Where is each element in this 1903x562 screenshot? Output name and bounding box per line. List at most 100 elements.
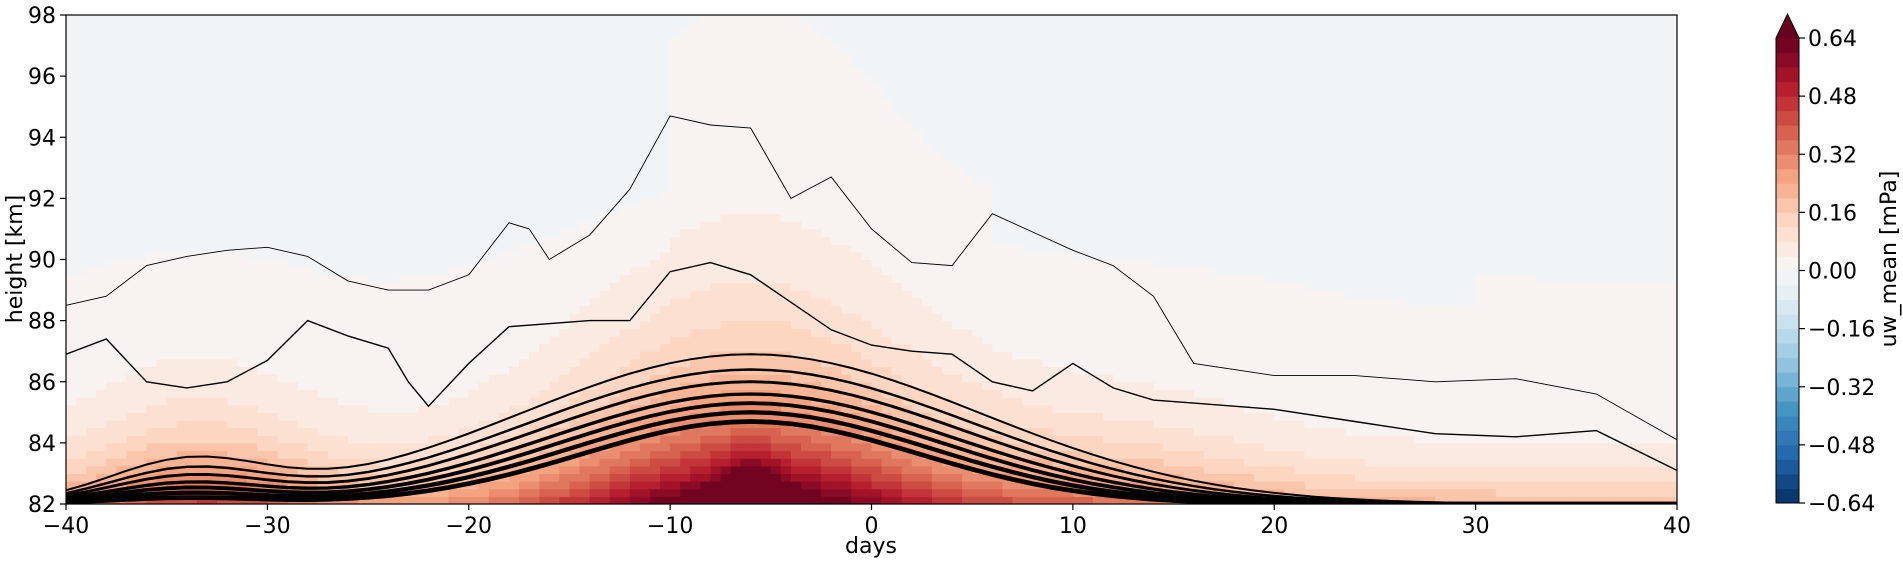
heatmap-cell bbox=[559, 236, 571, 245]
heatmap-cell bbox=[529, 45, 540, 54]
heatmap-cell bbox=[750, 496, 762, 504]
heatmap-cell bbox=[388, 175, 399, 184]
heatmap-cell bbox=[327, 465, 339, 475]
heatmap-cell bbox=[458, 106, 470, 115]
heatmap-cell bbox=[649, 251, 661, 261]
heatmap-cell bbox=[680, 183, 691, 192]
heatmap-cell bbox=[750, 53, 762, 62]
heatmap-cell bbox=[66, 259, 77, 268]
heatmap-cell bbox=[267, 15, 279, 24]
heatmap-cell bbox=[307, 320, 319, 329]
heatmap-cell bbox=[287, 427, 299, 436]
heatmap-cell bbox=[780, 473, 792, 482]
heatmap-cell bbox=[488, 320, 500, 329]
heatmap-cell bbox=[780, 282, 792, 291]
heatmap-cell bbox=[126, 183, 138, 192]
heatmap-cell bbox=[408, 496, 420, 504]
heatmap-cell bbox=[589, 244, 601, 253]
heatmap-cell bbox=[428, 198, 440, 207]
heatmap-cell bbox=[770, 91, 782, 100]
heatmap-cell bbox=[448, 137, 460, 146]
heatmap-cell bbox=[690, 183, 701, 192]
heatmap-cell bbox=[378, 442, 389, 452]
heatmap-cell bbox=[539, 465, 550, 475]
heatmap-cell bbox=[368, 389, 379, 398]
heatmap-cell bbox=[730, 450, 742, 459]
heatmap-cell bbox=[398, 335, 409, 345]
heatmap-cell bbox=[498, 496, 510, 504]
heatmap-cell bbox=[700, 274, 711, 284]
heatmap-cell bbox=[156, 412, 168, 421]
heatmap-cell bbox=[529, 419, 540, 429]
heatmap-cell bbox=[841, 30, 852, 39]
heatmap-cell bbox=[247, 450, 258, 459]
heatmap-cell bbox=[670, 228, 681, 238]
heatmap-cell bbox=[831, 465, 842, 475]
heatmap-cell bbox=[660, 305, 671, 314]
heatmap-cell bbox=[247, 144, 258, 154]
heatmap-cell bbox=[680, 320, 691, 329]
heatmap-cell bbox=[519, 22, 530, 31]
heatmap-cell bbox=[227, 397, 238, 406]
heatmap-cell bbox=[217, 15, 228, 24]
heatmap-cell bbox=[579, 267, 591, 276]
heatmap-cell bbox=[519, 68, 530, 77]
heatmap-cell bbox=[428, 228, 440, 238]
heatmap-cell bbox=[398, 121, 409, 131]
heatmap-cell bbox=[277, 481, 289, 490]
heatmap-cell bbox=[76, 259, 87, 268]
heatmap-cell bbox=[690, 435, 701, 444]
heatmap-cell bbox=[287, 251, 299, 261]
heatmap-cell bbox=[408, 290, 420, 299]
heatmap-cell bbox=[589, 389, 601, 398]
heatmap-cell bbox=[297, 183, 309, 192]
heatmap-cell bbox=[66, 473, 77, 482]
heatmap-cell bbox=[378, 99, 389, 108]
heatmap-cell bbox=[539, 91, 550, 100]
heatmap-cell bbox=[176, 274, 188, 284]
heatmap-cell bbox=[206, 190, 218, 199]
heatmap-cell bbox=[428, 15, 440, 24]
heatmap-cell bbox=[760, 290, 772, 299]
heatmap-cell bbox=[770, 381, 782, 390]
heatmap-cell bbox=[478, 206, 490, 215]
heatmap-cell bbox=[86, 366, 97, 375]
heatmap-cell bbox=[529, 343, 540, 352]
heatmap-cell bbox=[599, 206, 611, 215]
heatmap-cell bbox=[458, 30, 470, 39]
heatmap-cell bbox=[176, 343, 188, 352]
heatmap-cell bbox=[146, 167, 158, 177]
heatmap-cell bbox=[76, 53, 87, 62]
heatmap-cell bbox=[770, 282, 782, 291]
heatmap-cell bbox=[780, 37, 792, 47]
heatmap-cell bbox=[649, 30, 661, 39]
heatmap-cell bbox=[86, 328, 97, 337]
heatmap-cell bbox=[327, 45, 339, 54]
heatmap-cell bbox=[277, 389, 289, 398]
heatmap-cell bbox=[347, 305, 359, 314]
heatmap-cell bbox=[327, 228, 339, 238]
heatmap-cell bbox=[96, 381, 107, 390]
heatmap-cell bbox=[780, 267, 792, 276]
heatmap-cell bbox=[680, 458, 691, 467]
heatmap-cell bbox=[206, 389, 218, 398]
heatmap-cell bbox=[378, 167, 389, 177]
heatmap-cell bbox=[388, 397, 399, 406]
heatmap-cell bbox=[710, 76, 722, 85]
heatmap-cell bbox=[217, 366, 228, 375]
heatmap-cell bbox=[176, 320, 188, 329]
heatmap-cell bbox=[116, 297, 128, 306]
heatmap-cell bbox=[408, 351, 420, 360]
heatmap-cell bbox=[297, 312, 309, 322]
heatmap-cell bbox=[418, 351, 430, 360]
heatmap-cell bbox=[277, 435, 289, 444]
heatmap-cell bbox=[257, 290, 268, 299]
heatmap-cell bbox=[206, 37, 218, 47]
heatmap-cell bbox=[831, 320, 842, 329]
heatmap-cell bbox=[569, 144, 581, 154]
heatmap-cell bbox=[237, 183, 248, 192]
heatmap-cell bbox=[136, 114, 148, 123]
heatmap-cell bbox=[770, 60, 782, 70]
heatmap-cell bbox=[740, 175, 752, 184]
heatmap-cell bbox=[287, 259, 299, 268]
